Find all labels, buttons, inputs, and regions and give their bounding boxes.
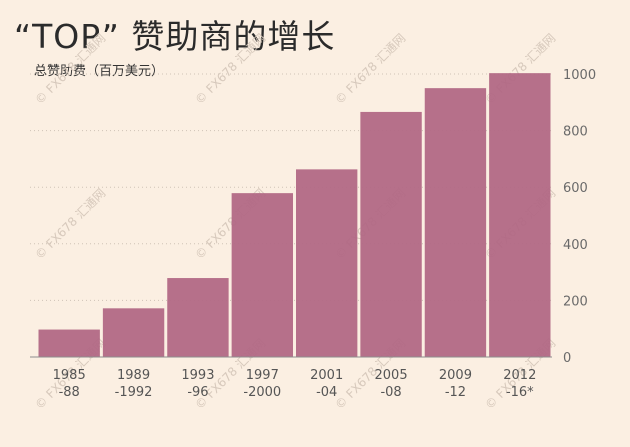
- watermark-text: © FX678 汇通网: [332, 31, 408, 107]
- watermark-text: © FX678 汇通网: [32, 186, 108, 262]
- y-tick-label: 1000: [563, 68, 596, 83]
- x-tick-label: 1997 -2000: [243, 368, 281, 400]
- bar: [167, 278, 229, 357]
- bar: [360, 111, 422, 357]
- y-axis-label: 总赞助费（百万美元）: [34, 64, 165, 79]
- bar: [489, 73, 551, 357]
- bar: [296, 169, 358, 357]
- x-tick-label: 2009 -12: [439, 368, 472, 400]
- x-tick-label: 2005 -08: [375, 368, 408, 400]
- x-tick-label: 2001 -04: [310, 368, 343, 400]
- y-tick-label: 0: [563, 351, 571, 366]
- x-tick-label: 2012 -16*: [503, 368, 536, 400]
- bar: [231, 193, 293, 357]
- y-tick-label: 400: [563, 238, 588, 253]
- bar: [424, 88, 487, 358]
- chart-title: “TOP” 赞助商的增长: [14, 17, 336, 56]
- x-tick-label: 1993 -96: [181, 368, 214, 400]
- bar: [102, 308, 165, 357]
- y-tick-label: 800: [563, 125, 588, 140]
- y-tick-label: 200: [563, 294, 588, 309]
- watermark-text: © FX678 汇通网: [192, 31, 268, 107]
- watermark-text: © FX678 汇通网: [32, 31, 108, 107]
- x-tick-label: 1989 -1992: [115, 368, 153, 400]
- bar: [38, 329, 100, 357]
- y-tick-label: 600: [563, 181, 588, 196]
- x-tick-label: 1985 -88: [53, 368, 86, 400]
